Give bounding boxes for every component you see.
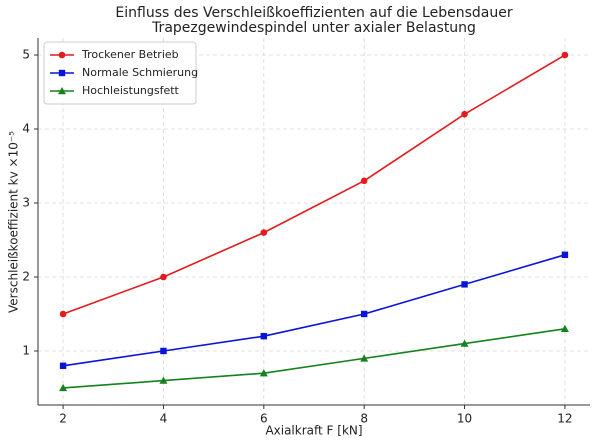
series-line (62, 54, 566, 315)
legend-marker (58, 87, 66, 95)
x-tick-label: 2 (59, 412, 67, 426)
x-tick-label: 12 (557, 412, 572, 426)
data-point (59, 383, 68, 392)
data-point (360, 354, 369, 362)
x-tick-label: 10 (457, 412, 472, 426)
data-point (561, 251, 569, 258)
y-tick-label: 3 (22, 196, 30, 210)
data-point (360, 310, 368, 318)
data-point (560, 324, 569, 332)
legend-box (43, 41, 197, 105)
chart-title: Trapezgewindespindel unter axialer Belas… (151, 20, 476, 36)
data-point (460, 339, 469, 347)
y-axis-label: Verschleißkoeffizient kv ×10⁻⁵ (7, 131, 21, 313)
y-tick-label: 5 (22, 48, 30, 62)
x-tick-label: 8 (360, 412, 368, 426)
data-point (561, 51, 569, 59)
data-point (260, 229, 268, 236)
chart-title: Einfluss des Verschleißkoeffizienten auf… (115, 5, 512, 21)
y-tick-label: 1 (22, 343, 30, 357)
y-tick-label: 4 (22, 122, 30, 136)
data-point (59, 310, 67, 318)
series-line (63, 327, 566, 389)
x-tick-label: 6 (260, 412, 268, 426)
data-point (59, 362, 67, 369)
data-point (360, 177, 368, 185)
legend-label: Trockener Betrieb (81, 48, 179, 61)
legend-label: Hochleistungsfett (82, 84, 180, 97)
data-point (461, 110, 468, 118)
data-point (259, 369, 268, 377)
x-axis-label: Axialkraft F [kN] (265, 424, 362, 438)
legend-marker (58, 69, 66, 77)
y-tick-label: 2 (22, 269, 30, 283)
series-line (62, 254, 566, 367)
data-point (160, 347, 167, 355)
data-point (159, 376, 168, 384)
legend-label: Normale Schmierung (82, 66, 198, 79)
x-tick-label: 4 (160, 412, 168, 426)
legend-marker (58, 51, 66, 59)
data-point (461, 281, 468, 288)
data-point (160, 273, 167, 281)
data-point (260, 332, 268, 340)
